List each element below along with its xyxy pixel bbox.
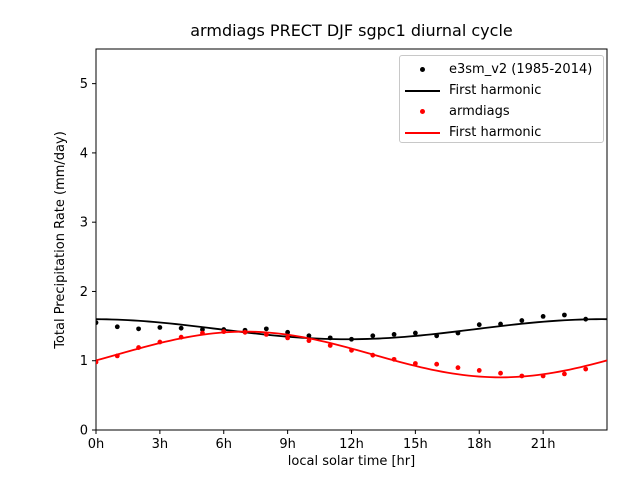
- marker-swatch: [404, 131, 440, 134]
- data-point: [583, 366, 589, 372]
- data-point: [434, 361, 440, 367]
- y-tick-label: 2: [80, 285, 88, 300]
- legend-entry: armdiags: [400, 101, 603, 122]
- data-point: [178, 325, 184, 331]
- data-point: [562, 371, 567, 377]
- marker-swatch: [419, 109, 425, 114]
- legend-label: First harmonic: [449, 125, 542, 140]
- data-point: [562, 312, 567, 318]
- data-point: [476, 322, 482, 328]
- x-axis-label: local solar time [hr]: [287, 454, 416, 469]
- legend-label: armdiags: [449, 104, 510, 119]
- data-point: [285, 335, 291, 341]
- data-point: [391, 332, 397, 337]
- legend-line-marker-icon: [400, 89, 444, 92]
- data-point: [519, 318, 525, 323]
- x-tick-label: 15h: [403, 437, 428, 452]
- x-tick-label: 21h: [531, 437, 556, 452]
- data-point: [200, 327, 205, 332]
- legend-label: e3sm_v2 (1985-2014): [449, 62, 593, 77]
- legend-entry: First harmonic: [400, 80, 603, 101]
- x-tick-label: 18h: [467, 437, 492, 452]
- x-tick-label: 6h: [215, 437, 232, 452]
- scatter-series: [96, 329, 589, 379]
- y-tick-label: 5: [80, 77, 88, 92]
- legend-entry: e3sm_v2 (1985-2014): [400, 59, 603, 80]
- legend-label: First harmonic: [449, 83, 542, 98]
- x-tick-label: 3h: [152, 437, 169, 452]
- data-point: [476, 368, 482, 373]
- chart-title: armdiags PRECT DJF sgpc1 diurnal cycle: [190, 21, 513, 40]
- x-tick-label: 0h: [88, 437, 105, 452]
- data-point: [327, 343, 333, 348]
- series-group: [96, 312, 607, 379]
- y-tick-label: 4: [80, 146, 88, 161]
- y-tick-label: 0: [80, 424, 88, 439]
- legend-entry: First harmonic: [400, 122, 603, 143]
- marker-swatch: [419, 67, 425, 72]
- data-point: [306, 333, 312, 339]
- marker-swatch: [404, 89, 440, 92]
- y-tick-label: 3: [80, 216, 88, 231]
- x-axis: 0h 3h 6h 9h 12h 15h 18h 21h: [88, 430, 556, 452]
- data-point: [96, 320, 99, 326]
- data-point: [455, 365, 461, 371]
- data-point: [498, 370, 503, 376]
- x-tick-label: 9h: [279, 437, 296, 452]
- y-tick-label: 1: [80, 354, 88, 369]
- harmonic-curve: [96, 330, 607, 379]
- legend: e3sm_v2 (1985-2014) First harmonic armdiag…: [399, 55, 604, 143]
- data-point: [285, 329, 291, 335]
- legend-line-marker-icon: [400, 131, 444, 134]
- legend-dot-marker-icon: [400, 109, 444, 114]
- data-point: [370, 333, 376, 339]
- y-axis-label: Total Precipitation Rate (mm/day): [53, 131, 68, 349]
- data-point: [157, 325, 163, 330]
- data-point: [412, 330, 418, 336]
- data-point: [136, 326, 141, 332]
- data-point: [114, 324, 120, 330]
- harmonic-curve: [96, 318, 607, 341]
- y-axis: 0 1 2 3 4 5: [80, 77, 96, 439]
- legend-dot-marker-icon: [400, 67, 444, 72]
- data-point: [263, 326, 269, 332]
- x-tick-label: 12h: [339, 437, 364, 452]
- data-point: [540, 313, 546, 319]
- scatter-series: [96, 312, 589, 342]
